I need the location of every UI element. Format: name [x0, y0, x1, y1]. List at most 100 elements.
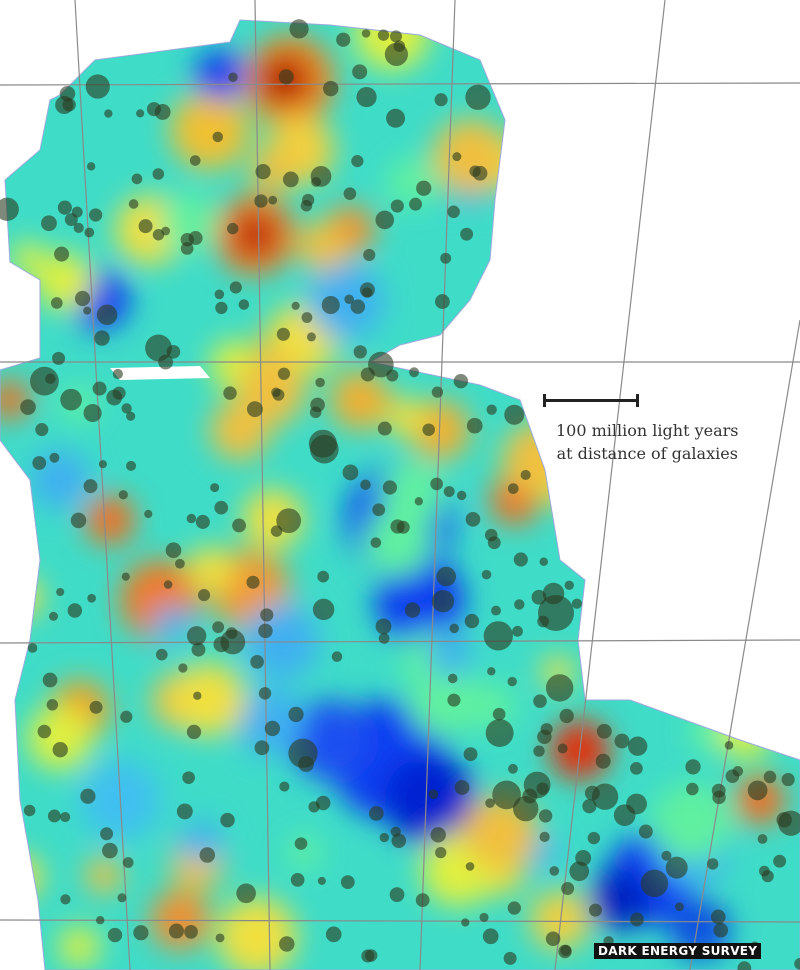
- density-blob: [58, 926, 100, 968]
- galaxy-cluster: [507, 676, 517, 687]
- galaxy-cluster: [118, 490, 128, 500]
- galaxy-cluster: [279, 781, 290, 792]
- density-blob: [11, 241, 45, 276]
- galaxy-cluster: [587, 831, 601, 845]
- density-blob: [651, 96, 723, 168]
- galaxy-cluster: [178, 663, 188, 673]
- galaxy-cluster: [122, 857, 134, 868]
- galaxy-cluster: [59, 85, 76, 102]
- galaxy-cluster: [163, 580, 173, 589]
- galaxy-cluster: [481, 569, 492, 580]
- galaxy-cluster: [258, 623, 273, 639]
- galaxy-cluster: [504, 404, 525, 425]
- galaxy-cluster: [613, 804, 636, 826]
- density-blob: [616, 228, 666, 278]
- galaxy-cluster: [430, 477, 443, 491]
- galaxy-cluster: [628, 736, 648, 756]
- galaxy-cluster: [212, 131, 224, 143]
- galaxy-cluster: [492, 780, 521, 810]
- density-blob: [330, 370, 390, 430]
- galaxy-cluster: [195, 514, 210, 529]
- galaxy-cluster: [732, 766, 744, 777]
- galaxy-cluster: [508, 763, 518, 774]
- galaxy-cluster: [434, 93, 448, 107]
- galaxy-cluster: [378, 633, 390, 644]
- density-blob: [85, 857, 123, 894]
- galaxy-cluster: [35, 423, 49, 437]
- galaxy-cluster: [361, 287, 373, 298]
- galaxy-cluster: [146, 102, 161, 117]
- galaxy-cluster: [686, 782, 699, 796]
- galaxy-cluster: [331, 651, 343, 662]
- galaxy-cluster: [133, 925, 149, 941]
- galaxy-cluster: [323, 80, 339, 97]
- galaxy-cluster: [384, 42, 408, 66]
- galaxy-cluster: [460, 227, 474, 241]
- galaxy-cluster: [144, 509, 153, 519]
- galaxy-cluster: [507, 483, 519, 494]
- galaxy-cluster: [62, 98, 76, 112]
- galaxy-cluster: [336, 32, 351, 47]
- galaxy-cluster: [321, 295, 340, 315]
- galaxy-cluster: [582, 799, 597, 814]
- density-blob: [701, 362, 767, 428]
- galaxy-cluster: [638, 824, 653, 839]
- galaxy-cluster: [343, 187, 357, 200]
- galaxy-cluster: [310, 166, 332, 187]
- galaxy-cluster: [92, 381, 107, 396]
- galaxy-cluster: [538, 809, 553, 823]
- density-blob: [645, 583, 707, 646]
- galaxy-cluster: [250, 655, 264, 669]
- galaxy-cluster: [391, 833, 407, 848]
- grid-line: [74, 0, 131, 970]
- galaxy-cluster: [87, 593, 96, 603]
- galaxy-cluster: [404, 602, 421, 618]
- galaxy-cluster: [168, 923, 184, 939]
- galaxy-cluster: [711, 783, 726, 798]
- galaxy-cluster: [96, 304, 118, 326]
- galaxy-cluster: [428, 789, 439, 800]
- galaxy-cluster: [435, 846, 447, 859]
- density-blob: [488, 862, 520, 894]
- galaxy-cluster: [759, 865, 770, 877]
- galaxy-cluster: [212, 621, 225, 634]
- galaxy-cluster: [737, 961, 752, 970]
- galaxy-cluster: [186, 513, 197, 524]
- galaxy-cluster: [42, 672, 58, 688]
- galaxy-cluster: [794, 958, 800, 970]
- galaxy-cluster: [665, 856, 688, 879]
- galaxy-cluster: [223, 386, 237, 400]
- galaxy-cluster: [360, 479, 371, 490]
- galaxy-cluster: [60, 388, 82, 411]
- galaxy-cluster: [155, 648, 168, 661]
- galaxy-cluster: [191, 642, 206, 657]
- galaxy-cluster: [370, 537, 382, 548]
- density-blob: [153, 605, 191, 642]
- galaxy-cluster: [440, 252, 452, 264]
- galaxy-cluster: [466, 417, 483, 434]
- galaxy-cluster: [379, 832, 389, 843]
- galaxy-cluster: [120, 710, 133, 723]
- galaxy-cluster: [126, 460, 137, 471]
- galaxy-cluster: [186, 724, 202, 740]
- galaxy-cluster: [270, 525, 283, 537]
- galaxy-cluster: [564, 580, 574, 590]
- galaxy-cluster: [315, 377, 325, 388]
- galaxy-cluster: [107, 927, 123, 943]
- galaxy-cluster: [454, 780, 470, 795]
- density-blob: [160, 193, 219, 252]
- galaxy-cluster: [465, 512, 481, 527]
- galaxy-cluster: [165, 542, 182, 559]
- density-blob: [171, 662, 246, 737]
- density-blob: [170, 90, 250, 170]
- galaxy-cluster: [456, 490, 467, 501]
- galaxy-cluster: [390, 826, 401, 837]
- galaxy-cluster: [73, 222, 84, 234]
- galaxy-cluster: [294, 837, 308, 850]
- galaxy-cluster: [386, 369, 399, 382]
- galaxy-cluster: [238, 299, 250, 310]
- galaxy-cluster: [447, 673, 458, 684]
- galaxy-cluster: [447, 205, 460, 219]
- galaxy-cluster: [390, 519, 405, 534]
- galaxy-cluster: [390, 199, 404, 213]
